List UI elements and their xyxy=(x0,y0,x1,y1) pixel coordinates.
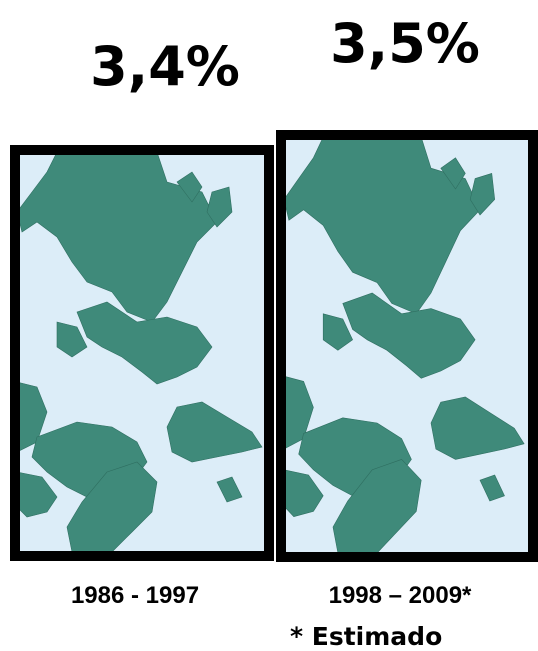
map-panel xyxy=(276,130,538,562)
period-label: 1998 – 2009* xyxy=(329,582,472,609)
footnote: * Estimado xyxy=(290,622,442,651)
map-panel xyxy=(10,145,274,561)
panel-value: 3,5% xyxy=(330,12,480,75)
panel-value: 3,4% xyxy=(90,35,240,98)
period-label: 1986 - 1997 xyxy=(71,582,199,609)
